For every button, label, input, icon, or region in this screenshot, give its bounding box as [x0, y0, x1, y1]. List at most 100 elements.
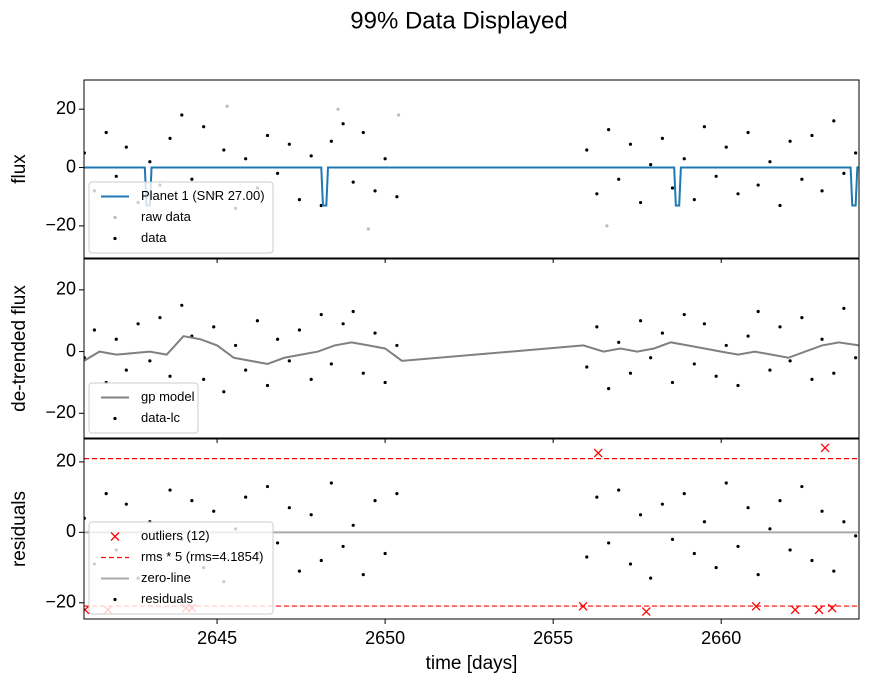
- data-point: [136, 322, 140, 326]
- x-tick-label: 2660: [701, 628, 741, 648]
- legend: gp model data-lc: [88, 382, 199, 434]
- data-point: [820, 337, 824, 341]
- data-point: [351, 523, 355, 527]
- y-tick-label: −20: [45, 215, 76, 235]
- data-point: [309, 154, 313, 158]
- data-point: [373, 189, 377, 193]
- data-point: [800, 316, 804, 320]
- data-point: [628, 562, 633, 566]
- data-point: [114, 337, 118, 341]
- data-point: [319, 312, 323, 317]
- data-point: [361, 130, 365, 135]
- data-point: [768, 527, 772, 531]
- y-axis-label: residuals: [9, 491, 30, 567]
- legend-handle: [113, 416, 117, 421]
- legend-label: zero-line: [141, 570, 191, 585]
- legend: outliers (12) rms * 5 (rms=4.1854) zero-li…: [88, 521, 274, 615]
- data-point: [649, 576, 653, 580]
- data-point: [724, 145, 728, 149]
- outlier-marker: [790, 605, 800, 615]
- data-point: [329, 139, 333, 143]
- y-tick-label: 20: [56, 451, 76, 471]
- data-point: [842, 306, 846, 310]
- x-tick-label: 2645: [197, 628, 237, 648]
- data-point: [329, 362, 333, 366]
- data-point: [649, 163, 653, 167]
- data-point: [396, 113, 401, 117]
- data-point: [395, 195, 399, 199]
- data-point: [297, 328, 302, 332]
- data-point: [660, 502, 664, 506]
- data-point: [180, 113, 184, 117]
- data-point: [222, 390, 226, 394]
- data-point: [746, 334, 750, 338]
- data-point: [395, 343, 399, 348]
- data-point: [607, 128, 611, 132]
- data-point: [746, 130, 750, 135]
- data-point: [366, 227, 370, 231]
- data-point: [638, 200, 643, 205]
- data-point: [617, 340, 621, 344]
- data-point: [329, 481, 333, 485]
- outlier-marker: [593, 448, 603, 458]
- data-point: [702, 322, 707, 326]
- data-point: [660, 136, 664, 140]
- data-point: [373, 331, 377, 335]
- data-point: [670, 380, 675, 385]
- data-point: [297, 198, 302, 202]
- data-point: [649, 356, 653, 360]
- data-point: [628, 371, 633, 375]
- data-point: [202, 377, 206, 381]
- figure-title: 99% Data Displayed: [350, 7, 567, 34]
- data-point: [778, 203, 782, 208]
- data-point: [842, 171, 846, 175]
- outlier-marker: [84, 605, 90, 615]
- data-point: [810, 377, 814, 381]
- outlier-marker: [820, 443, 830, 453]
- data-point: [341, 544, 345, 549]
- data-point: [800, 484, 804, 489]
- data-point: [309, 513, 313, 517]
- axes-frame: [83, 79, 860, 259]
- data-point: [124, 368, 128, 372]
- data-point: [158, 316, 162, 320]
- data-point: [114, 174, 118, 178]
- data-point: [714, 374, 718, 378]
- data-point: [736, 544, 740, 549]
- data-point: [395, 491, 399, 496]
- data-point: [617, 177, 621, 181]
- data-point: [788, 548, 792, 552]
- y-tick-label: −20: [45, 402, 76, 422]
- data-point: [607, 541, 611, 545]
- data-point: [168, 374, 172, 378]
- axes-frame: [83, 258, 860, 439]
- data-point: [225, 104, 229, 108]
- y-tick-label: 20: [56, 279, 76, 299]
- data-point: [104, 130, 108, 135]
- data-point: [595, 192, 599, 196]
- x-tick-label: 2655: [533, 628, 573, 648]
- data-point: [190, 177, 194, 181]
- y-tick-label: −20: [45, 592, 76, 612]
- data-point: [319, 558, 323, 563]
- data-point: [244, 157, 248, 161]
- legend-label: residuals: [141, 591, 194, 606]
- data-point: [168, 136, 172, 140]
- data-point: [854, 151, 858, 155]
- data-point: [605, 224, 609, 228]
- data-point: [92, 328, 97, 332]
- data-point: [585, 365, 589, 369]
- data-point: [168, 488, 172, 492]
- data-point: [714, 565, 718, 570]
- legend-label: Planet 1 (SNR 27.00): [141, 188, 265, 203]
- y-tick-label: 20: [56, 98, 76, 118]
- x-axis-label: time [days]: [426, 653, 518, 674]
- data-point: [628, 142, 633, 146]
- data-point: [595, 495, 599, 499]
- data-point: [768, 368, 772, 372]
- data-point: [724, 343, 728, 348]
- data-point: [702, 520, 707, 524]
- data-point: [297, 569, 302, 573]
- legend-box: [88, 521, 274, 615]
